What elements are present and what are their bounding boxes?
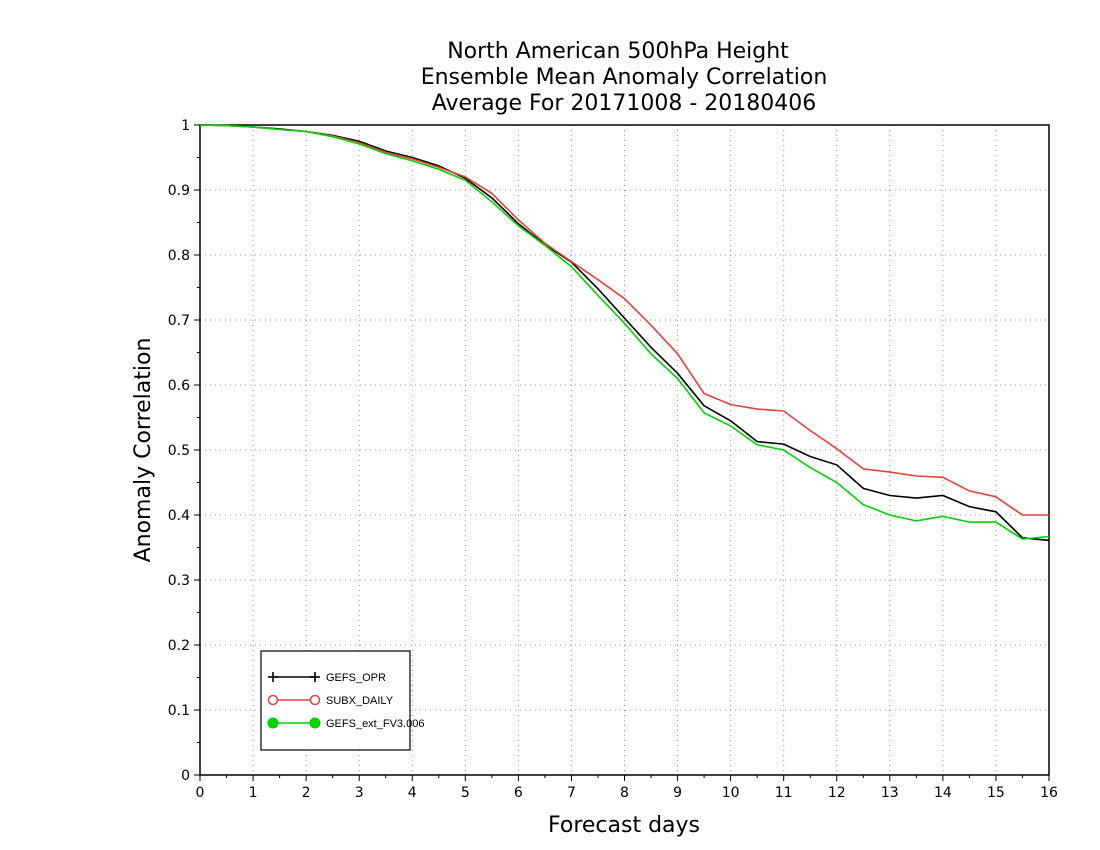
chart-title-line-3: Average For 20171008 - 20180406 <box>432 91 817 116</box>
y-tick-label: 0.1 <box>168 703 190 719</box>
x-tick-label: 8 <box>620 785 629 801</box>
chart-title-line-2: Ensemble Mean Anomaly Correlation <box>421 65 828 90</box>
x-tick-label: 16 <box>1040 785 1058 801</box>
legend: GEFS_OPR SUBX_DAILY GEFS_ext_FV3.006 <box>260 650 424 751</box>
legend-marker-open-circle <box>267 694 279 706</box>
legend-label-gefs-ext-fv3-006: GEFS_ext_FV3.006 <box>326 718 424 730</box>
x-tick-label: 10 <box>722 785 740 801</box>
x-tick-label: 4 <box>408 785 417 801</box>
y-tick-label: 0.2 <box>168 638 190 654</box>
y-tick-label: 1 <box>181 118 190 134</box>
y-tick-label: 0.6 <box>168 378 190 394</box>
grid <box>200 125 1049 775</box>
y-axis-label: Anomaly Correlation <box>131 338 156 563</box>
legend-label-gefs-opr: GEFS_OPR <box>326 672 386 684</box>
legend-marker-filled-circle <box>267 717 279 729</box>
x-tick-label: 1 <box>249 785 258 801</box>
series-layer <box>199 124 1050 542</box>
legend-marker-filled-circle <box>309 717 321 729</box>
chart-title-line-1: North American 500hPa Height <box>447 39 789 64</box>
x-tick-label: 11 <box>775 785 793 801</box>
y-tick-label: 0.7 <box>168 313 190 329</box>
series-line-subx-daily <box>199 124 1049 516</box>
y-tick-label: 0.5 <box>168 443 190 459</box>
legend-marker-open-circle <box>309 694 321 706</box>
x-tick-label: 5 <box>461 785 470 801</box>
series-line-gefs-ext-fv3-006 <box>199 124 1050 540</box>
x-axis-label: Forecast days <box>548 813 700 838</box>
x-tick-label: 13 <box>881 785 899 801</box>
y-tick-label: 0.9 <box>168 183 190 199</box>
y-tick-label: 0 <box>181 768 190 784</box>
x-tick-label: 15 <box>987 785 1005 801</box>
series-line-gefs-opr <box>199 124 1050 542</box>
y-tick-label: 0.3 <box>168 573 190 589</box>
ticks: 0 1 2 3 4 5 6 7 8 9 10 11 12 13 14 15 1600.10.20.30.40.5… <box>168 118 1058 801</box>
x-tick-label: 9 <box>673 785 682 801</box>
x-tick-label: 0 <box>196 785 205 801</box>
y-tick-label: 0.4 <box>168 508 190 524</box>
x-tick-label: 6 <box>514 785 523 801</box>
y-tick-label: 0.8 <box>168 248 190 264</box>
x-tick-label: 7 <box>567 785 576 801</box>
x-tick-label: 2 <box>302 785 311 801</box>
legend-label-subx-daily: SUBX_DAILY <box>326 695 394 707</box>
x-tick-label: 12 <box>828 785 846 801</box>
x-tick-label: 14 <box>934 785 952 801</box>
x-tick-label: 3 <box>355 785 364 801</box>
